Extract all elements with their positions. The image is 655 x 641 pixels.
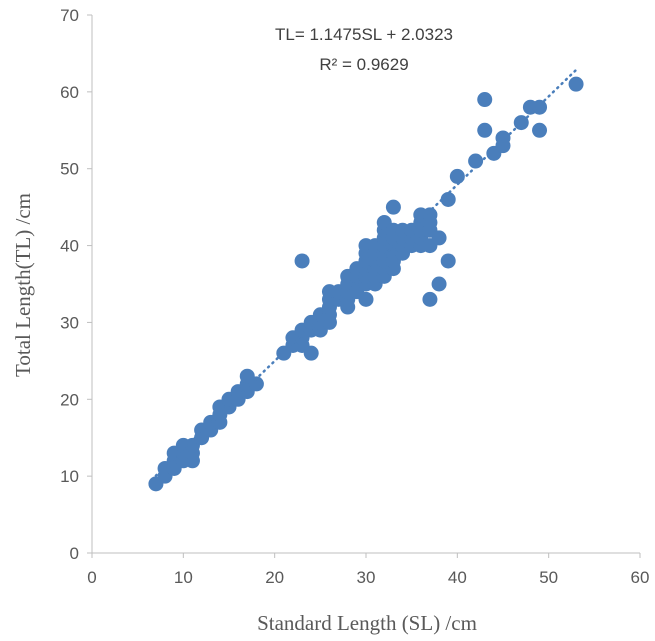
x-tick-label: 10 bbox=[174, 568, 193, 587]
x-tick-label: 20 bbox=[265, 568, 284, 587]
data-point bbox=[495, 130, 511, 146]
plot-area bbox=[148, 68, 584, 492]
trendline bbox=[154, 68, 578, 477]
data-point bbox=[294, 253, 310, 269]
data-point bbox=[431, 230, 447, 246]
y-tick-label: 30 bbox=[60, 313, 79, 332]
data-point bbox=[449, 168, 465, 184]
data-point bbox=[422, 207, 438, 223]
y-tick-label: 60 bbox=[60, 83, 79, 102]
data-point bbox=[431, 276, 447, 292]
x-tick-label: 30 bbox=[357, 568, 376, 587]
data-point bbox=[248, 376, 264, 392]
tick-labels: 0 10 20 30 40 50 60 0 10 20 30 40 50 60 70 bbox=[60, 6, 649, 587]
data-point bbox=[513, 115, 529, 131]
data-point bbox=[440, 191, 456, 207]
x-axis-title: Standard Length (SL) /cm bbox=[257, 611, 477, 635]
y-tick-label: 50 bbox=[60, 160, 79, 179]
y-tick-label: 20 bbox=[60, 390, 79, 409]
data-point bbox=[477, 92, 493, 108]
trendline-equation: TL= 1.1475SL + 2.0323 bbox=[275, 25, 453, 44]
y-tick-label: 10 bbox=[60, 467, 79, 486]
axes bbox=[87, 14, 641, 558]
data-point bbox=[477, 122, 493, 138]
x-tick-label: 40 bbox=[448, 568, 467, 587]
y-tick-label: 70 bbox=[60, 6, 79, 25]
data-point bbox=[532, 122, 548, 138]
y-tick-label: 40 bbox=[60, 237, 79, 256]
x-tick-label: 50 bbox=[539, 568, 558, 587]
data-point bbox=[303, 345, 319, 361]
data-point bbox=[385, 199, 401, 215]
y-tick-label: 0 bbox=[70, 544, 79, 563]
data-point bbox=[422, 291, 438, 307]
data-point bbox=[532, 99, 548, 115]
r-squared-label: R² = 0.9629 bbox=[319, 55, 408, 74]
y-axis-title: Total Length(TL) /cm bbox=[11, 193, 35, 377]
x-tick-label: 0 bbox=[87, 568, 96, 587]
x-tick-label: 60 bbox=[631, 568, 650, 587]
data-point bbox=[358, 291, 374, 307]
data-point bbox=[568, 76, 584, 92]
data-point bbox=[468, 153, 484, 169]
data-point bbox=[440, 253, 456, 269]
